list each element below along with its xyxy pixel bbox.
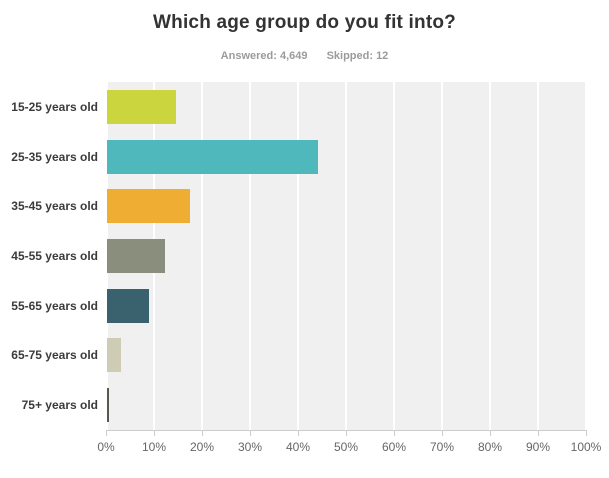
axis-tick [250, 431, 251, 436]
axis-tick [586, 431, 587, 436]
axis-tick [394, 431, 395, 436]
bar [107, 139, 319, 174]
axis-tick-label: 60% [381, 440, 407, 454]
bar [107, 338, 122, 373]
answered-count: Answered: 4,649 [220, 50, 308, 62]
axis-tick-label: 50% [333, 440, 359, 454]
axis-tick-label: 90% [525, 440, 551, 454]
axis-tick-label: 40% [285, 440, 311, 454]
bar [107, 89, 177, 124]
category-label: 15-25 years old [11, 99, 98, 114]
axis-tick-label: 30% [237, 440, 263, 454]
axis-tick [106, 431, 107, 436]
gridline [201, 82, 203, 430]
gridline [249, 82, 251, 430]
gridline [537, 82, 539, 430]
x-axis-line [106, 430, 587, 431]
axis-tick-label: 80% [477, 440, 503, 454]
chart-title: Which age group do you fit into? [153, 12, 456, 33]
bar [107, 388, 110, 423]
axis-tick-label: 100% [570, 440, 602, 454]
gridline [297, 82, 299, 430]
category-label: 75+ years old [21, 398, 98, 413]
category-label: 45-55 years old [11, 249, 98, 263]
axis-tick [490, 431, 491, 436]
axis-tick-label: 20% [189, 440, 215, 454]
gridline [345, 82, 347, 430]
plot-area [106, 82, 586, 430]
axis-tick-label: 10% [141, 440, 167, 454]
axis-tick [346, 431, 347, 436]
chart-subtitle: Answered: 4,649 Skipped: 12 [0, 50, 609, 62]
bar [107, 189, 191, 224]
axis-tick [538, 431, 539, 436]
axis-tick-label: 70% [429, 440, 455, 454]
category-label: 25-35 years old [11, 149, 98, 164]
axis-tick [442, 431, 443, 436]
gridline [441, 82, 443, 430]
axis-tick-label: 0% [97, 440, 115, 454]
axis-tick [154, 431, 155, 436]
gridline [489, 82, 491, 430]
bar [107, 288, 150, 323]
gridline [585, 82, 586, 430]
category-label: 55-65 years old [11, 298, 98, 313]
skipped-count: Skipped: 12 [326, 50, 389, 62]
axis-tick [298, 431, 299, 436]
category-label: 65-75 years old [11, 348, 98, 363]
axis-tick [202, 431, 203, 436]
bar [107, 239, 165, 273]
gridline [393, 82, 395, 430]
category-label: 35-45 years old [11, 199, 98, 214]
